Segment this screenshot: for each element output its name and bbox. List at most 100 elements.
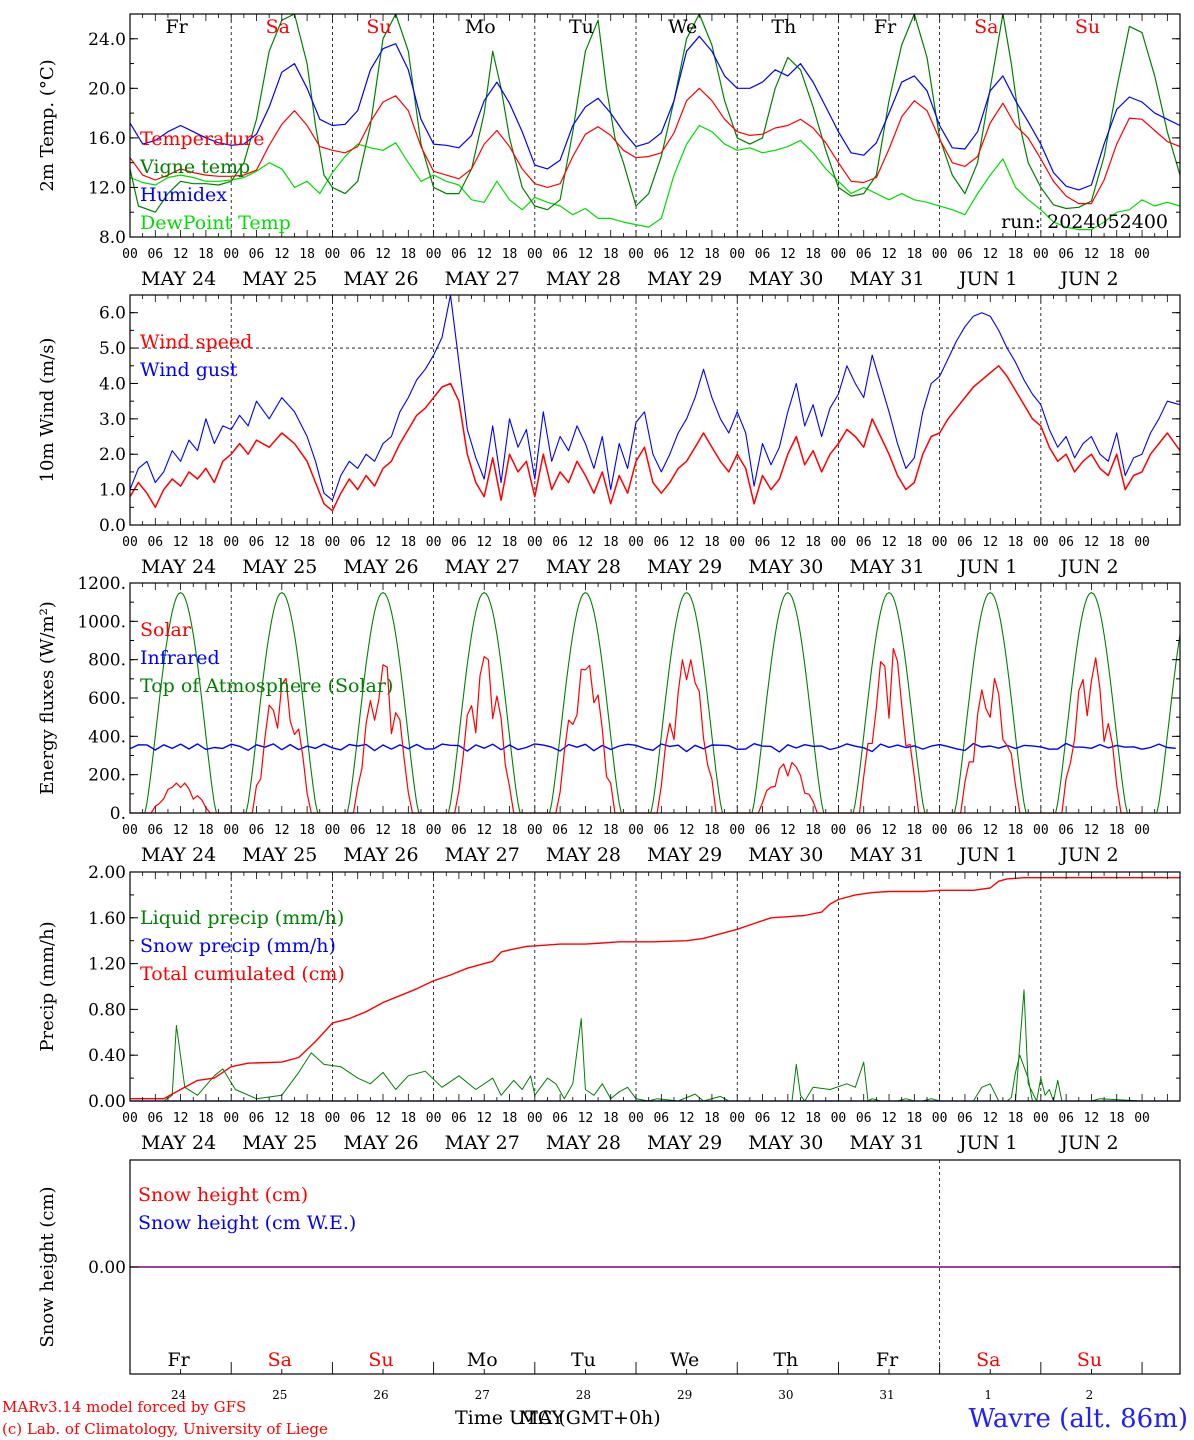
hour-tick-label: 18 xyxy=(1109,535,1125,550)
hour-tick-label: 00 xyxy=(1134,823,1150,838)
date-label: MAY 24 xyxy=(141,844,216,866)
run-label: run: 2024052400 xyxy=(1001,211,1168,233)
hour-tick-label: 00 xyxy=(628,1111,644,1126)
hour-tick-label: 18 xyxy=(1008,247,1024,262)
legend-entry: Liquid precip (mm/h) xyxy=(140,907,344,929)
hour-tick-label: 12 xyxy=(982,535,998,550)
hour-tick-label: 18 xyxy=(907,823,923,838)
y-tick-label: 0.00 xyxy=(88,1092,126,1112)
hour-tick-label: 00 xyxy=(223,1111,239,1126)
hour-tick-label: 06 xyxy=(957,247,973,262)
hour-tick-label: 06 xyxy=(147,1111,163,1126)
hour-tick-label: 18 xyxy=(299,823,315,838)
hour-tick-label: 00 xyxy=(729,535,745,550)
hour-tick-label: 12 xyxy=(1084,535,1100,550)
hour-tick-label: 06 xyxy=(451,823,467,838)
hour-tick-label: 06 xyxy=(755,535,771,550)
date-label: JUN 1 xyxy=(957,556,1017,578)
y-tick-label: 16.0 xyxy=(88,129,126,149)
hour-tick-label: 00 xyxy=(932,247,948,262)
y-tick-label: 1.60 xyxy=(88,909,126,929)
hour-tick-label: 00 xyxy=(729,823,745,838)
panel-2-frame xyxy=(129,294,1181,526)
hour-tick-label: 00 xyxy=(122,1111,138,1126)
day-number-label: 27 xyxy=(475,1388,490,1402)
weekday-label: Fr xyxy=(874,16,897,38)
hour-tick-label: 18 xyxy=(805,535,821,550)
hour-tick-label: 12 xyxy=(578,535,594,550)
y-axis-label: Energy fluxes (W/m²) xyxy=(37,601,58,795)
weekday-label: Su xyxy=(1075,16,1100,38)
hour-tick-label: 00 xyxy=(729,247,745,262)
y-axis-label: 10m Wind (m/s) xyxy=(37,338,58,483)
hour-tick-label: 06 xyxy=(350,1111,366,1126)
hour-tick-label: 00 xyxy=(325,535,341,550)
panel-1-frame xyxy=(129,13,1181,238)
legend-entry: Total cumulated (cm) xyxy=(140,963,345,985)
y-axis-label: Precip (mm/h) xyxy=(37,921,58,1051)
weekday-label: Th xyxy=(773,1349,798,1371)
hour-tick-label: 06 xyxy=(653,823,669,838)
hour-tick-label: 12 xyxy=(780,247,796,262)
hour-tick-label: 18 xyxy=(400,1111,416,1126)
date-label: MAY 30 xyxy=(748,268,823,290)
hour-tick-label: 06 xyxy=(755,823,771,838)
hour-tick-label: 00 xyxy=(831,535,847,550)
date-label: JUN 1 xyxy=(957,268,1017,290)
hour-tick-label: 18 xyxy=(502,1111,518,1126)
day-number-label: 1 xyxy=(984,1388,992,1402)
y-tick-label: 3.0 xyxy=(99,410,126,430)
hour-tick-label: 06 xyxy=(1058,535,1074,550)
hour-tick-label: 12 xyxy=(679,1111,695,1126)
weekday-label: Tu xyxy=(571,1349,596,1371)
day-number-label: 26 xyxy=(373,1388,388,1402)
day-number-label: 29 xyxy=(677,1388,692,1402)
hour-tick-label: 12 xyxy=(173,247,189,262)
hour-tick-label: 18 xyxy=(603,823,619,838)
hour-tick-label: 18 xyxy=(198,535,214,550)
footer-model-text: MARv3.14 model forced by GFS xyxy=(2,1398,246,1416)
hour-tick-label: 12 xyxy=(881,247,897,262)
date-label: MAY 27 xyxy=(445,1132,520,1154)
hour-tick-label: 06 xyxy=(755,1111,771,1126)
y-tick-label: 0.80 xyxy=(88,1000,126,1020)
y-tick-label: 1000. xyxy=(77,612,126,632)
legend-entry: Vigne temp xyxy=(139,156,250,178)
series-layer xyxy=(129,13,1181,1268)
hour-tick-label: 12 xyxy=(679,823,695,838)
hour-tick-label: 00 xyxy=(628,247,644,262)
date-label: MAY 27 xyxy=(445,268,520,290)
weekday-label: Sa xyxy=(976,1349,1000,1371)
hour-tick-label: 18 xyxy=(603,247,619,262)
hour-tick-label: 18 xyxy=(805,247,821,262)
hour-tick-label: 18 xyxy=(502,535,518,550)
date-label: JUN 2 xyxy=(1058,556,1118,578)
hour-tick-label: 06 xyxy=(856,247,872,262)
hour-tick-label: 12 xyxy=(476,535,492,550)
hour-tick-label: 00 xyxy=(1134,535,1150,550)
hour-tick-label: 06 xyxy=(249,535,265,550)
wind-gust-series xyxy=(129,294,1181,501)
hour-tick-label: 18 xyxy=(299,247,315,262)
hour-tick-label: 00 xyxy=(325,823,341,838)
hour-tick-label: 18 xyxy=(907,1111,923,1126)
hour-tick-label: 00 xyxy=(527,535,543,550)
y-tick-label: 1200. xyxy=(77,574,126,594)
hour-tick-label: 06 xyxy=(1058,1111,1074,1126)
date-label: MAY 29 xyxy=(647,1132,722,1154)
hour-tick-label: 18 xyxy=(1008,535,1024,550)
date-label: JUN 2 xyxy=(1058,844,1118,866)
date-label: MAY 31 xyxy=(849,556,924,578)
date-label: MAY 31 xyxy=(849,844,924,866)
date-label: MAY 30 xyxy=(748,844,823,866)
hour-tick-label: 12 xyxy=(375,1111,391,1126)
y-tick-label: 0. xyxy=(110,804,126,824)
hour-tick-label: 00 xyxy=(1033,535,1049,550)
hour-tick-label: 18 xyxy=(502,823,518,838)
y-tick-label: 400. xyxy=(88,727,126,747)
y-tick-label: 8.0 xyxy=(99,228,126,248)
hour-tick-label: 06 xyxy=(957,535,973,550)
hour-tick-label: 12 xyxy=(780,823,796,838)
y-axis-label: Snow height (cm) xyxy=(37,1186,58,1347)
temp-series-0 xyxy=(129,87,1181,205)
